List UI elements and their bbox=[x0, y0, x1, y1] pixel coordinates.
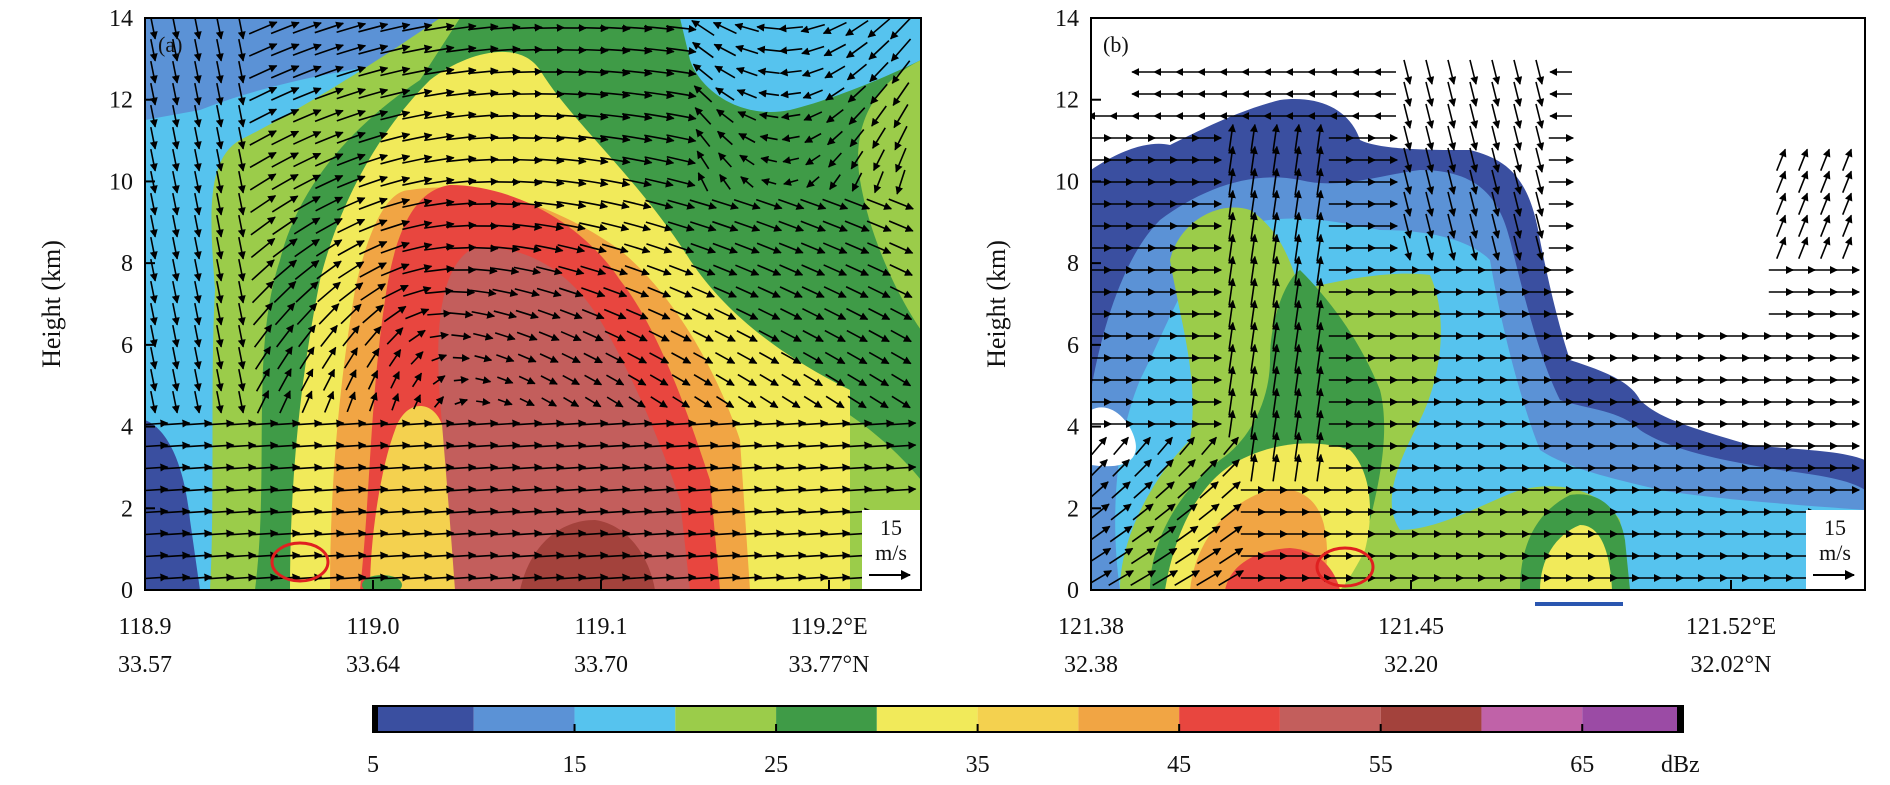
x-tick-label-lat: 32.02°N bbox=[1691, 652, 1772, 678]
colorbar-segment bbox=[373, 706, 474, 732]
y-tick-label: 0 bbox=[121, 578, 133, 604]
colorbar-segments bbox=[373, 706, 1683, 732]
colorbar-segment bbox=[978, 706, 1079, 732]
colorbar-segment bbox=[1280, 706, 1381, 732]
x-tick-label-lon: 118.9 bbox=[118, 614, 171, 640]
x-tick-label-lat: 33.64 bbox=[346, 652, 400, 678]
colorbar-tick-label: 55 bbox=[1369, 752, 1393, 778]
y-tick-label: 2 bbox=[121, 496, 133, 522]
colorbar-segment bbox=[877, 706, 978, 732]
colorbar-segment bbox=[1078, 706, 1179, 732]
y-tick-label: 12 bbox=[109, 88, 133, 114]
panel-a-refvec-value: 15 bbox=[880, 515, 902, 540]
colorbar-segment bbox=[776, 706, 877, 732]
colorbar-segment bbox=[675, 706, 776, 732]
x-tick-label-lat: 33.57 bbox=[118, 652, 172, 678]
panel-b-refvec-value: 15 bbox=[1824, 515, 1846, 540]
colorbar-tick-label: 15 bbox=[563, 752, 587, 778]
panel-b-label: (b) bbox=[1103, 32, 1129, 57]
wind-vector bbox=[453, 358, 469, 359]
colorbar-tick-label: 65 bbox=[1570, 752, 1594, 778]
y-tick-label: 10 bbox=[1055, 169, 1079, 195]
panel-a-reflectivity-field bbox=[138, 17, 921, 595]
wind-vector bbox=[448, 291, 474, 292]
panel-b-x-ticks: 121.38 121.45 121.52°E 32.38 32.20 32.02°N bbox=[1058, 580, 1776, 678]
y-tick-label: 14 bbox=[109, 6, 133, 32]
colorbar-unit: dBz bbox=[1661, 752, 1700, 778]
x-tick-label-lat: 32.20 bbox=[1384, 652, 1438, 678]
y-tick-label: 8 bbox=[121, 251, 133, 277]
panel-a-label: (a) bbox=[158, 32, 182, 57]
x-tick-label-lon: 121.52°E bbox=[1686, 614, 1776, 640]
y-tick-label: 0 bbox=[1067, 578, 1079, 604]
colorbar-tick-label: 5 bbox=[367, 752, 379, 778]
y-tick-label: 10 bbox=[109, 169, 133, 195]
panel-b-reflectivity-field bbox=[1087, 18, 1865, 590]
panel-b-ylabel: Height (km) bbox=[982, 240, 1011, 368]
colorbar-segment bbox=[1179, 706, 1280, 732]
x-tick-label-lat: 33.77°N bbox=[789, 652, 870, 678]
y-tick-label: 8 bbox=[1067, 251, 1079, 277]
x-tick-label-lon: 119.2°E bbox=[790, 614, 867, 640]
colorbar-tick-label: 45 bbox=[1167, 752, 1191, 778]
panel-a: (a) 15 m/s Height (km) 0 2 4 6 8 10 12 14 118.9… bbox=[37, 6, 921, 678]
panel-b-refvec-unit: m/s bbox=[1819, 540, 1851, 565]
x-tick-label-lat: 32.38 bbox=[1064, 652, 1118, 678]
panel-b: (b) 15 m/s Height (km) 0 2 4 6 8 10 12 14 121.3… bbox=[982, 6, 1865, 678]
x-tick-label-lon: 121.45 bbox=[1378, 614, 1444, 640]
colorbar-tick-label: 35 bbox=[966, 752, 990, 778]
y-tick-label: 4 bbox=[121, 415, 133, 441]
y-tick-label: 12 bbox=[1055, 88, 1079, 114]
x-tick-label-lon: 119.1 bbox=[574, 614, 627, 640]
y-tick-label: 14 bbox=[1055, 6, 1079, 32]
x-tick-label-lat: 33.70 bbox=[574, 652, 628, 678]
colorbar-segment bbox=[1381, 706, 1482, 732]
colorbar-tick-label: 25 bbox=[764, 752, 788, 778]
panel-a-ylabel: Height (km) bbox=[37, 240, 66, 368]
colorbar-segment bbox=[1582, 706, 1683, 732]
panel-a-refvec-unit: m/s bbox=[875, 540, 907, 565]
y-tick-label: 6 bbox=[121, 333, 133, 359]
x-tick-label-lon: 121.38 bbox=[1058, 614, 1124, 640]
y-tick-label: 6 bbox=[1067, 333, 1079, 359]
colorbar: 5 15 25 35 45 55 65 dBz bbox=[367, 706, 1700, 778]
y-tick-label: 2 bbox=[1067, 496, 1079, 522]
x-tick-label-lon: 119.0 bbox=[346, 614, 399, 640]
colorbar-segment bbox=[1481, 706, 1582, 732]
panel-a-x-ticks: 118.9 119.0 119.1 119.2°E 33.57 33.64 33.70 33.… bbox=[118, 580, 869, 678]
colorbar-segment bbox=[474, 706, 575, 732]
colorbar-segment bbox=[575, 706, 676, 732]
y-tick-label: 4 bbox=[1067, 415, 1079, 441]
